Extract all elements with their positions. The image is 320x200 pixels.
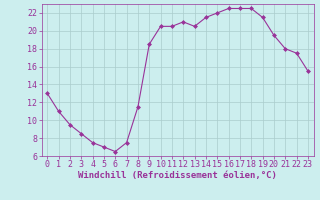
X-axis label: Windchill (Refroidissement éolien,°C): Windchill (Refroidissement éolien,°C)	[78, 171, 277, 180]
